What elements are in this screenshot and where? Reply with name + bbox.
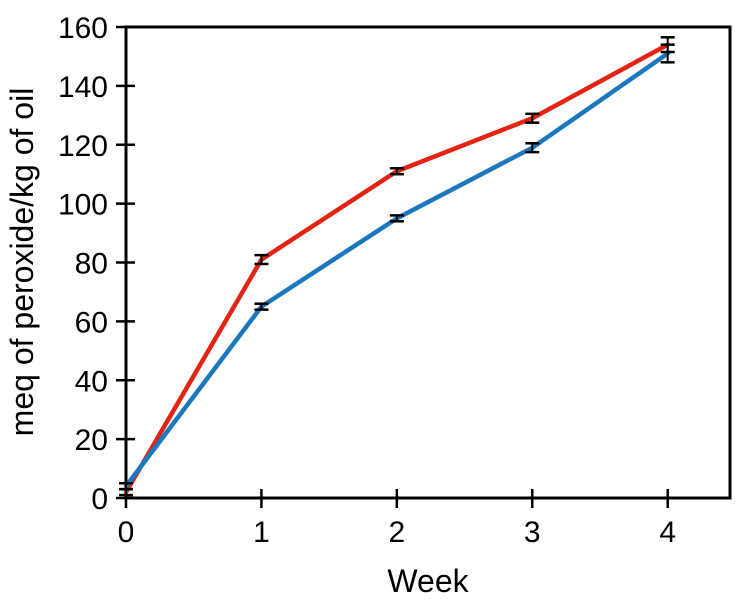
series-line-blue (123, 51, 670, 489)
x-tick-label: 3 (524, 516, 541, 549)
y-tick-label: 0 (91, 483, 108, 516)
plot-border (124, 25, 732, 500)
x-tick-label: 1 (253, 516, 270, 549)
y-tick-label: 140 (58, 71, 108, 104)
y-axis-title: meq of peroxide/kg of oil (4, 88, 40, 437)
y-tick-label: 60 (75, 306, 108, 339)
y-tick-label: 80 (75, 248, 108, 281)
x-tick-label: 4 (659, 516, 676, 549)
y-tick-label: 160 (58, 12, 108, 45)
x-axis-title: Week (387, 563, 469, 599)
x-tick-label: 0 (118, 516, 135, 549)
x-tick-label: 2 (389, 516, 406, 549)
y-tick-label: 40 (75, 365, 108, 398)
y-tick-label: 100 (58, 189, 108, 222)
y-tick-label: 120 (58, 130, 108, 163)
y-tick-label: 20 (75, 424, 108, 457)
